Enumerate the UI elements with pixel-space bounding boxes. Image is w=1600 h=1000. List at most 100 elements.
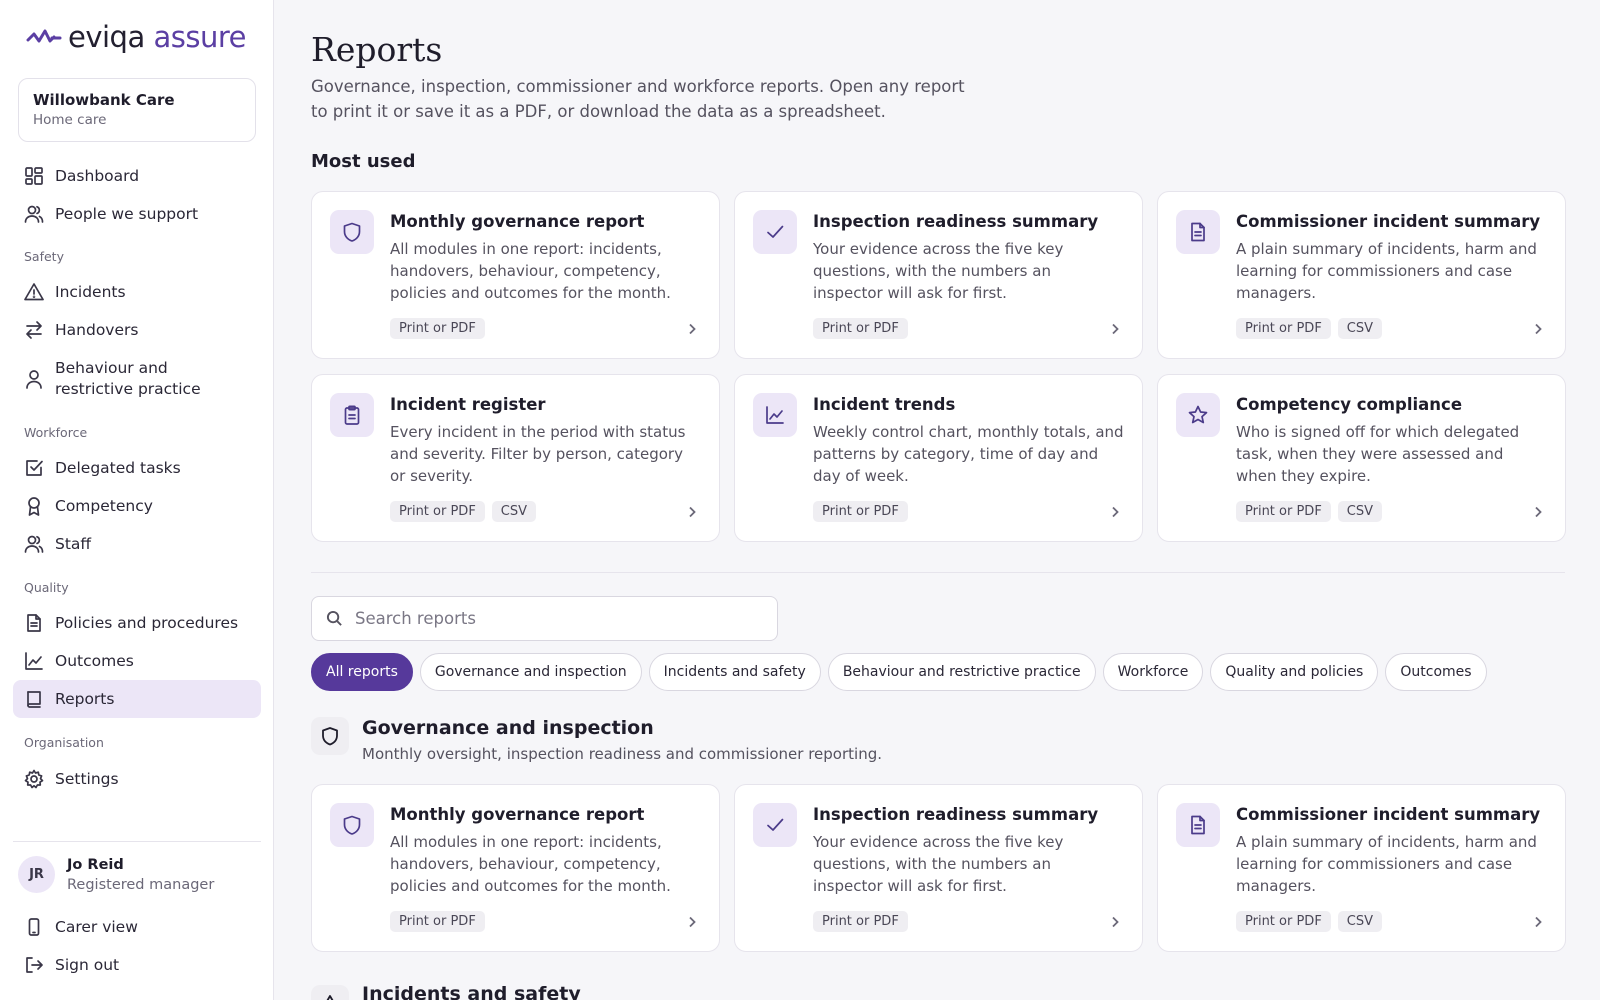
report-title: Competency compliance xyxy=(1236,395,1463,414)
search-input[interactable] xyxy=(355,609,755,628)
search-box[interactable] xyxy=(311,596,778,641)
report-title: Inspection readiness summary xyxy=(813,212,1099,231)
report-icon-box xyxy=(330,210,374,254)
report-icon-box xyxy=(1176,393,1220,437)
filter-chips: All reports Governance and inspection Inci… xyxy=(311,653,1487,691)
sidebar-item-label: Behaviour and restrictive practice xyxy=(55,359,201,398)
format-badge: Print or PDF xyxy=(390,318,485,339)
avatar: JR xyxy=(18,856,55,893)
sidebar-item-label: Staff xyxy=(55,534,92,553)
chevron-right-icon xyxy=(1112,323,1119,335)
group-description: Monthly oversight, inspection readiness … xyxy=(362,745,882,763)
format-badges: Print or PDF xyxy=(390,911,485,932)
sidebar-item-competency[interactable]: Competency xyxy=(13,487,261,525)
format-badges: Print or PDF xyxy=(813,501,908,522)
sidebar-item-incidents[interactable]: Incidents xyxy=(13,273,261,311)
format-badge: Print or PDF xyxy=(1236,318,1331,339)
nav-section-safety: Safety xyxy=(24,249,64,264)
sidebar-item-label: Handovers xyxy=(55,320,139,339)
format-badges: Print or PDF xyxy=(813,911,908,932)
chevron-right-icon xyxy=(1535,916,1542,928)
logo-name-part1: eviqa xyxy=(68,20,145,54)
page-description: Governance, inspection, commissioner and… xyxy=(311,77,965,121)
report-card[interactable]: Incident trends Weekly control chart, mon… xyxy=(734,374,1143,542)
organisation-switcher[interactable]: Willowbank Care Home care xyxy=(18,78,256,142)
filter-chip[interactable]: Workforce xyxy=(1102,653,1204,691)
report-card[interactable]: Commissioner incident summary A plain sum… xyxy=(1157,784,1566,952)
sidebar-item-label: People we support xyxy=(55,204,199,223)
report-icon-box xyxy=(330,803,374,847)
filter-chip[interactable]: Outcomes xyxy=(1385,653,1487,691)
report-card[interactable]: Competency compliance Who is signed off f… xyxy=(1157,374,1566,542)
report-card[interactable]: Commissioner incident summary A plain sum… xyxy=(1157,191,1566,359)
document-icon xyxy=(1191,222,1205,242)
format-badges: Print or PDF xyxy=(390,318,485,339)
sidebar-item-policies[interactable]: Policies and procedures xyxy=(13,604,261,642)
main-content: Reports Governance, inspection, commissi… xyxy=(274,0,1600,1000)
group-governance-icon-box xyxy=(311,717,349,755)
users-icon xyxy=(24,535,44,553)
chevron-right-icon xyxy=(689,506,696,518)
report-title: Inspection readiness summary xyxy=(813,805,1099,824)
report-title: Commissioner incident summary xyxy=(1236,805,1541,824)
sidebar-item-delegated-tasks[interactable]: Delegated tasks xyxy=(13,449,261,487)
sidebar-item-label: Policies and procedures xyxy=(55,613,239,632)
report-card[interactable]: Monthly governance report All modules in … xyxy=(311,191,720,359)
group-incidents-icon-box xyxy=(311,985,349,1000)
sidebar-item-outcomes[interactable]: Outcomes xyxy=(13,642,261,680)
user-name: Jo Reid xyxy=(67,856,124,873)
carer-view-label: Carer view xyxy=(55,917,138,936)
report-title: Monthly governance report xyxy=(390,212,645,231)
report-title: Incident trends xyxy=(813,395,956,414)
sidebar-item-reports[interactable]: Reports xyxy=(13,680,261,718)
format-badge: Print or PDF xyxy=(390,501,485,522)
carer-view-link[interactable]: Carer view xyxy=(13,908,261,946)
sidebar-item-people[interactable]: People we support xyxy=(13,195,261,233)
sign-out-link[interactable]: Sign out xyxy=(13,946,261,984)
filter-chip[interactable]: All reports xyxy=(311,653,413,691)
sidebar-item-dashboard[interactable]: Dashboard xyxy=(13,157,261,195)
person-icon xyxy=(26,370,42,389)
report-description: Your evidence across the five key questi… xyxy=(813,240,1064,302)
report-card[interactable]: Incident register Every incident in the p… xyxy=(311,374,720,542)
gear-icon xyxy=(24,769,44,789)
filter-chip[interactable]: Governance and inspection xyxy=(419,653,642,691)
line-chart-icon xyxy=(766,406,784,424)
phone-icon xyxy=(28,918,40,936)
format-badges: Print or PDF CSV xyxy=(1236,501,1383,522)
document-icon xyxy=(27,614,41,632)
group-title: Governance and inspection xyxy=(362,717,654,739)
report-description: A plain summary of incidents, harm and l… xyxy=(1236,240,1537,302)
app-logo[interactable]: eviqa assure xyxy=(26,20,246,54)
sidebar-item-label: Dashboard xyxy=(55,166,140,185)
document-icon xyxy=(1191,815,1205,835)
report-card[interactable]: Inspection readiness summary Your evidenc… xyxy=(734,191,1143,359)
chevron-right-icon xyxy=(689,916,696,928)
nav-section-quality: Quality xyxy=(24,580,69,595)
filter-chip[interactable]: Behaviour and restrictive practice xyxy=(827,653,1096,691)
filter-chip[interactable]: Incidents and safety xyxy=(648,653,821,691)
report-card[interactable]: Inspection readiness summary Your evidenc… xyxy=(734,784,1143,952)
sidebar-item-behaviour[interactable]: Behaviour and restrictive practice xyxy=(13,355,261,403)
user-profile[interactable]: JR Jo Reid Registered manager xyxy=(18,856,214,893)
sidebar-item-label: Outcomes xyxy=(55,651,134,670)
sidebar-item-staff[interactable]: Staff xyxy=(13,525,261,563)
filter-chip[interactable]: Quality and policies xyxy=(1210,653,1379,691)
dashboard-icon xyxy=(25,167,43,185)
sidebar-item-label: Delegated tasks xyxy=(55,458,181,477)
report-description: All modules in one report: incidents, ha… xyxy=(390,833,671,895)
check-icon xyxy=(767,818,784,831)
chevron-right-icon xyxy=(1535,506,1542,518)
sidebar-item-handovers[interactable]: Handovers xyxy=(13,311,261,349)
swap-arrows-icon xyxy=(26,321,42,339)
group-title: Incidents and safety xyxy=(362,983,581,1000)
sidebar: eviqa assure Willowbank Care Home care D… xyxy=(0,0,274,1000)
chevron-right-icon xyxy=(1112,506,1119,518)
book-icon xyxy=(27,691,41,708)
people-icon xyxy=(24,205,44,223)
sign-out-icon xyxy=(26,957,43,973)
checkbox-icon xyxy=(26,460,43,476)
report-card[interactable]: Monthly governance report All modules in … xyxy=(311,784,720,952)
check-icon xyxy=(767,225,784,238)
sidebar-item-settings[interactable]: Settings xyxy=(13,760,261,798)
